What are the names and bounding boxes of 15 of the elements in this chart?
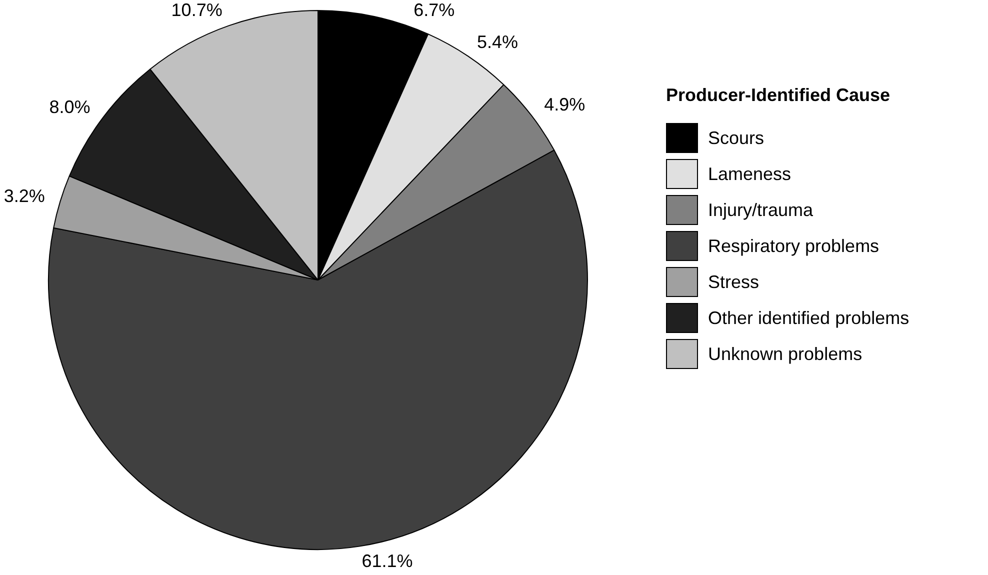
legend-label: Other identified problems [708, 308, 910, 328]
data-label: 6.7% [414, 0, 455, 20]
legend-label: Unknown problems [708, 344, 862, 364]
data-label: 8.0% [49, 96, 90, 117]
legend-title: Producer-Identified Cause [666, 84, 892, 106]
legend-label: Stress [708, 272, 760, 292]
legend-label: Injury/trauma [708, 200, 814, 220]
legend-label: Scours [708, 128, 764, 148]
legend-label: Respiratory problems [708, 236, 880, 256]
data-label: 4.9% [544, 94, 586, 115]
data-label: 61.1% [362, 551, 413, 572]
data-label: 5.4% [476, 32, 518, 52]
data-label: 3.2% [4, 186, 45, 206]
legend-label: Lameness [708, 164, 792, 184]
data-label: 10.7% [171, 0, 222, 20]
